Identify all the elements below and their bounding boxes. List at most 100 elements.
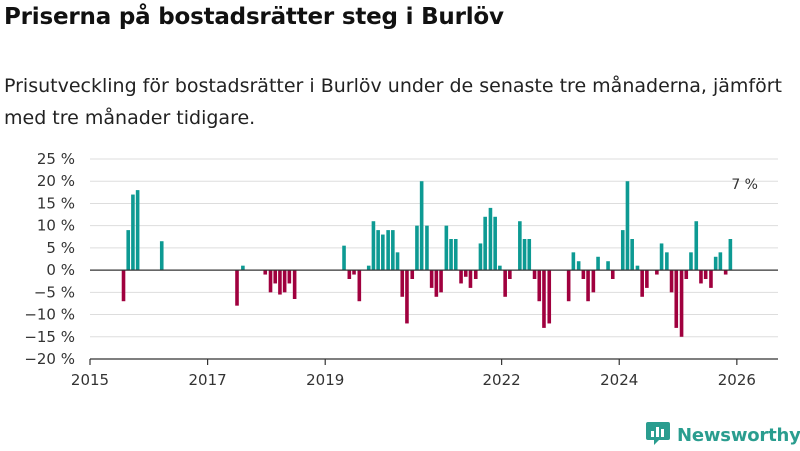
bar — [699, 270, 703, 284]
bar — [532, 270, 537, 279]
bar — [503, 270, 507, 297]
bar — [703, 270, 708, 279]
bar — [659, 243, 664, 271]
bar — [640, 270, 644, 297]
bar — [571, 252, 576, 271]
bar — [282, 270, 287, 293]
bar — [400, 270, 405, 297]
bar — [718, 252, 723, 271]
bar — [241, 265, 245, 271]
bar — [591, 270, 596, 293]
y-tick-label: −15 % — [24, 328, 75, 346]
bar — [665, 252, 669, 271]
bar — [586, 270, 590, 302]
bar — [391, 230, 395, 271]
bar — [473, 270, 478, 279]
bar — [547, 270, 552, 324]
annotations: 7 % — [731, 177, 758, 193]
y-tick-label: 20 % — [37, 172, 75, 190]
x-tick-label: 2026 — [718, 371, 756, 389]
bar — [522, 239, 527, 271]
bar — [405, 270, 409, 324]
bar — [635, 265, 640, 271]
bar — [493, 216, 497, 271]
bar — [542, 270, 546, 328]
bar — [674, 270, 679, 328]
y-tick-label: 5 % — [46, 239, 75, 257]
bar — [645, 270, 649, 288]
bar — [439, 270, 443, 293]
bar — [508, 270, 512, 279]
chart-title: Priserna på bostadsrätter steg i Burlöv — [4, 4, 504, 30]
bar — [131, 194, 135, 271]
bar — [713, 256, 718, 271]
bar — [429, 270, 434, 288]
bar — [679, 270, 684, 337]
bar — [126, 230, 131, 271]
bar-chart-icon — [645, 420, 671, 451]
bar — [723, 270, 728, 275]
x-tick-label: 2019 — [306, 371, 344, 389]
bar — [655, 270, 659, 275]
bar — [669, 270, 674, 293]
bar — [425, 225, 429, 271]
bar — [278, 270, 282, 295]
bar — [268, 270, 273, 293]
y-axis: 25 % 20 % 15 % 10 % 5 % 0 % −5 % −10 % −15 % −20 … — [24, 150, 75, 368]
bar — [468, 270, 473, 288]
y-tick-label: 0 % — [46, 261, 75, 279]
bar — [135, 190, 140, 271]
bar — [620, 230, 625, 271]
bar — [566, 270, 571, 302]
bar — [287, 270, 292, 284]
bar — [357, 270, 362, 302]
bars — [121, 181, 733, 337]
newsworthy-logo[interactable]: Newsworthy — [645, 420, 800, 451]
bar — [576, 261, 581, 271]
y-tick-label: 10 % — [37, 217, 75, 235]
x-tick-label: 2017 — [189, 371, 227, 389]
bar — [371, 221, 376, 271]
x-tick-label: 2015 — [71, 371, 109, 389]
y-tick-label: −20 % — [24, 350, 75, 368]
x-axis: 2015 2017 2019 2022 2024 2026 — [71, 269, 778, 389]
bar — [459, 270, 463, 284]
y-tick-label: −5 % — [34, 283, 75, 301]
bar — [352, 270, 356, 275]
bar — [449, 239, 453, 271]
bar — [292, 270, 297, 299]
bar — [689, 252, 693, 271]
bar — [694, 221, 699, 271]
bar — [410, 270, 415, 279]
bar — [596, 256, 600, 271]
bar — [630, 239, 634, 271]
bar — [483, 216, 487, 271]
bar — [434, 270, 439, 297]
chart-subtitle: Prisutveckling för bostadsrätter i Burlö… — [4, 75, 783, 129]
x-tick-label: 2022 — [483, 371, 521, 389]
bar — [444, 225, 449, 271]
bar — [347, 270, 352, 279]
y-tick-label: −10 % — [24, 306, 75, 324]
bar — [498, 265, 502, 271]
bar — [610, 270, 615, 279]
bar — [728, 239, 733, 271]
bar — [488, 207, 493, 271]
bar — [342, 245, 346, 271]
bar — [463, 270, 468, 277]
bar — [263, 270, 268, 275]
bar — [478, 243, 483, 271]
bar — [625, 181, 630, 271]
bar — [159, 241, 164, 271]
bar — [684, 270, 689, 279]
bar — [518, 221, 522, 271]
bar — [395, 252, 400, 271]
bar — [273, 270, 278, 284]
bar — [537, 270, 542, 302]
bar — [606, 261, 610, 271]
x-tick-label: 2024 — [600, 371, 638, 389]
bar — [381, 234, 385, 271]
bar — [235, 270, 239, 306]
y-tick-label: 25 % — [37, 150, 75, 168]
